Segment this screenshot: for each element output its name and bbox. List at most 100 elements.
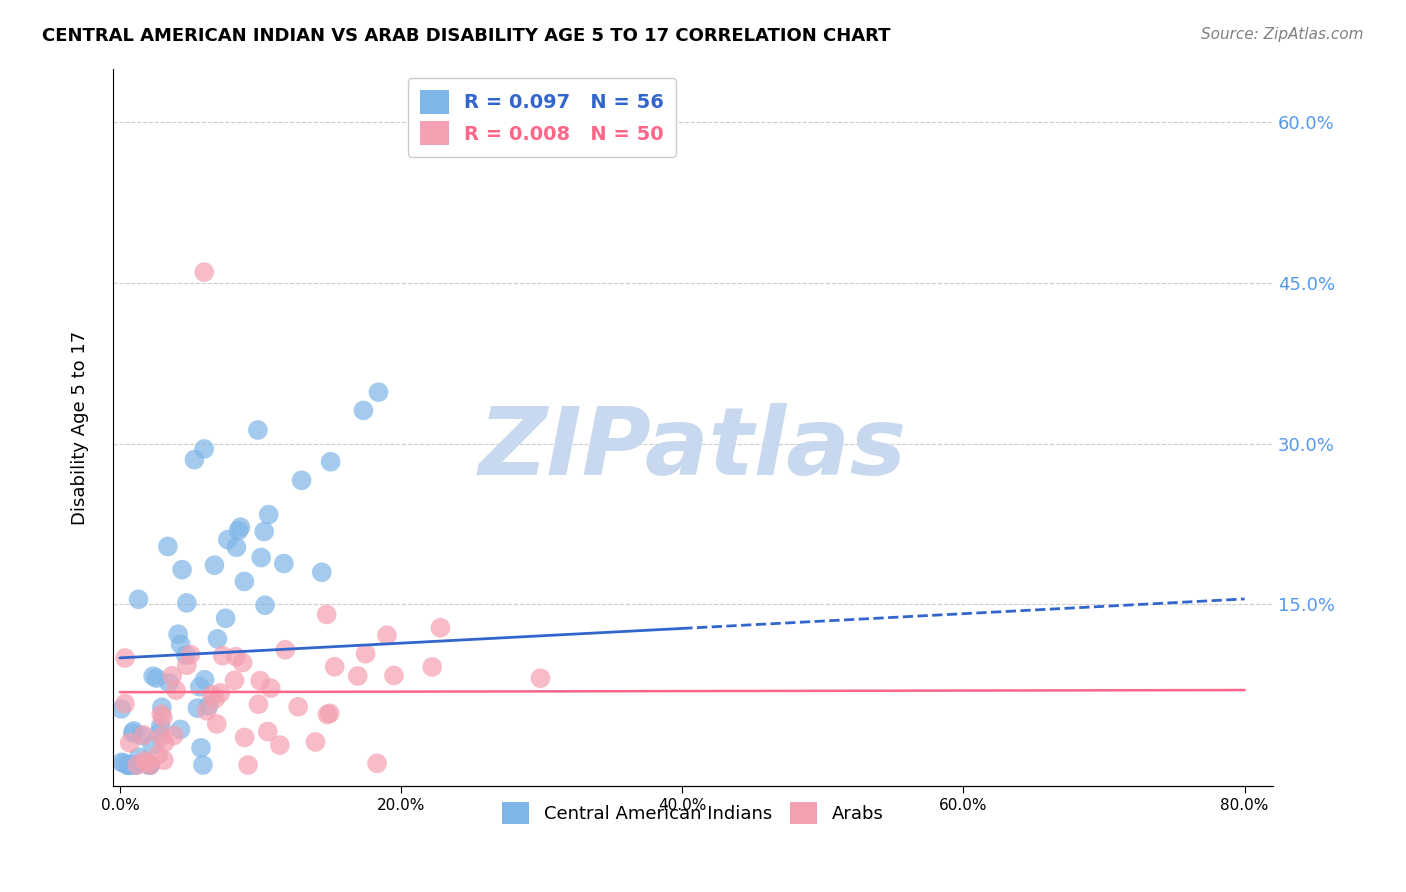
Point (233, 731, 256, 745)
Legend: Central American Indians, Arabs: Central American Indians, Arabs (491, 791, 894, 835)
Point (315, 607, 337, 622)
Point (188, 680, 211, 694)
Point (150, 707, 173, 722)
Point (352, 403, 374, 417)
Point (127, 758, 149, 772)
Point (319, 455, 342, 469)
Point (260, 681, 283, 695)
Point (110, 702, 132, 716)
Point (136, 756, 159, 770)
Point (316, 707, 339, 722)
Point (114, 697, 136, 711)
Point (273, 557, 295, 571)
Point (236, 758, 259, 772)
Point (131, 729, 153, 743)
Point (190, 740, 212, 755)
Point (346, 669, 368, 683)
Point (225, 541, 247, 555)
Point (176, 658, 198, 673)
Point (205, 717, 228, 731)
Point (429, 621, 451, 635)
Point (225, 649, 247, 664)
Point (191, 758, 214, 772)
Point (204, 558, 226, 573)
Point (269, 738, 291, 752)
Point (249, 673, 271, 688)
Point (382, 668, 405, 682)
Point (246, 423, 269, 437)
Point (193, 265, 215, 279)
Point (122, 723, 145, 738)
Point (153, 753, 176, 767)
Point (529, 671, 551, 685)
Point (150, 730, 173, 744)
Point (138, 758, 160, 772)
Point (112, 756, 135, 771)
Point (228, 524, 250, 538)
Point (197, 698, 219, 713)
Point (117, 758, 139, 772)
Point (121, 726, 143, 740)
Point (117, 758, 139, 772)
Point (134, 754, 156, 768)
Point (114, 651, 136, 665)
Point (169, 723, 191, 737)
Point (111, 756, 134, 770)
Point (179, 648, 201, 662)
Point (195, 704, 218, 718)
Point (160, 669, 183, 683)
Point (233, 574, 256, 589)
Point (149, 719, 172, 733)
Point (211, 648, 233, 663)
Point (420, 660, 443, 674)
Point (124, 758, 146, 772)
Point (367, 385, 389, 400)
Point (207, 632, 229, 646)
Point (354, 647, 377, 661)
Point (176, 596, 198, 610)
Point (132, 728, 155, 742)
Point (153, 736, 176, 750)
Point (366, 756, 388, 771)
Point (304, 735, 326, 749)
Point (148, 747, 170, 762)
Point (174, 648, 197, 662)
Text: Source: ZipAtlas.com: Source: ZipAtlas.com (1201, 27, 1364, 42)
Point (157, 676, 180, 690)
Point (152, 710, 174, 724)
Point (375, 628, 398, 642)
Point (311, 566, 333, 580)
Point (183, 452, 205, 467)
Point (204, 692, 226, 706)
Point (217, 533, 239, 547)
Point (163, 729, 186, 743)
Point (165, 683, 187, 698)
Point (128, 750, 150, 764)
Point (117, 758, 139, 772)
Point (201, 688, 224, 702)
Point (172, 563, 194, 577)
Y-axis label: Disability Age 5 to 17: Disability Age 5 to 17 (72, 330, 89, 524)
Point (254, 598, 277, 612)
Point (323, 659, 346, 673)
Point (290, 473, 312, 487)
Point (186, 701, 208, 715)
Point (148, 726, 170, 740)
Point (193, 442, 215, 456)
Point (209, 686, 232, 700)
Point (167, 627, 190, 641)
Point (142, 669, 165, 683)
Point (247, 697, 270, 711)
Point (145, 671, 167, 685)
Point (138, 758, 160, 772)
Point (257, 508, 280, 522)
Point (256, 724, 278, 739)
Point (253, 524, 276, 539)
Point (169, 637, 191, 651)
Point (229, 520, 252, 534)
Point (150, 700, 173, 714)
Point (224, 673, 246, 688)
Point (120, 758, 142, 772)
Point (141, 738, 163, 752)
Point (139, 758, 162, 772)
